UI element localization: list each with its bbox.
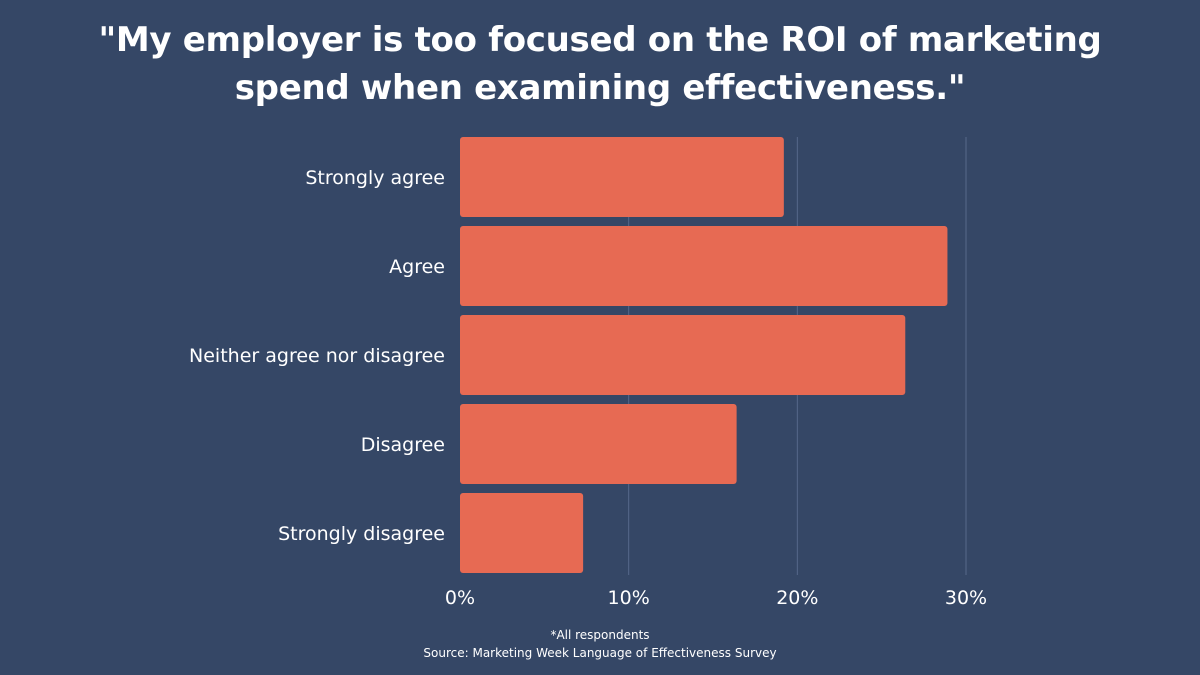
bar-agree [460, 226, 948, 306]
chart-title-line-2: spend when examining effectiveness." [234, 68, 966, 108]
source-note: Source: Marketing Week Language of Effec… [423, 646, 777, 660]
x-tick-label: 30% [945, 587, 987, 609]
category-label: Strongly agree [305, 167, 445, 189]
footnote: *All respondents [550, 628, 650, 642]
category-label: Agree [389, 256, 445, 278]
x-tick-label: 20% [776, 587, 818, 609]
category-label: Strongly disagree [278, 523, 445, 545]
bar-neither-agree-nor-disagree [460, 315, 906, 395]
bar-strongly-agree [460, 137, 784, 217]
chart-title: "My employer is too focused on the ROI o… [0, 16, 1200, 112]
bar-disagree [460, 404, 737, 484]
x-tick-label: 10% [608, 587, 650, 609]
bar-strongly-disagree [460, 493, 584, 573]
category-label: Neither agree nor disagree [189, 345, 445, 367]
x-tick-label: 0% [445, 587, 475, 609]
chart-title-line-1: "My employer is too focused on the ROI o… [98, 20, 1102, 60]
category-label: Disagree [361, 434, 445, 456]
